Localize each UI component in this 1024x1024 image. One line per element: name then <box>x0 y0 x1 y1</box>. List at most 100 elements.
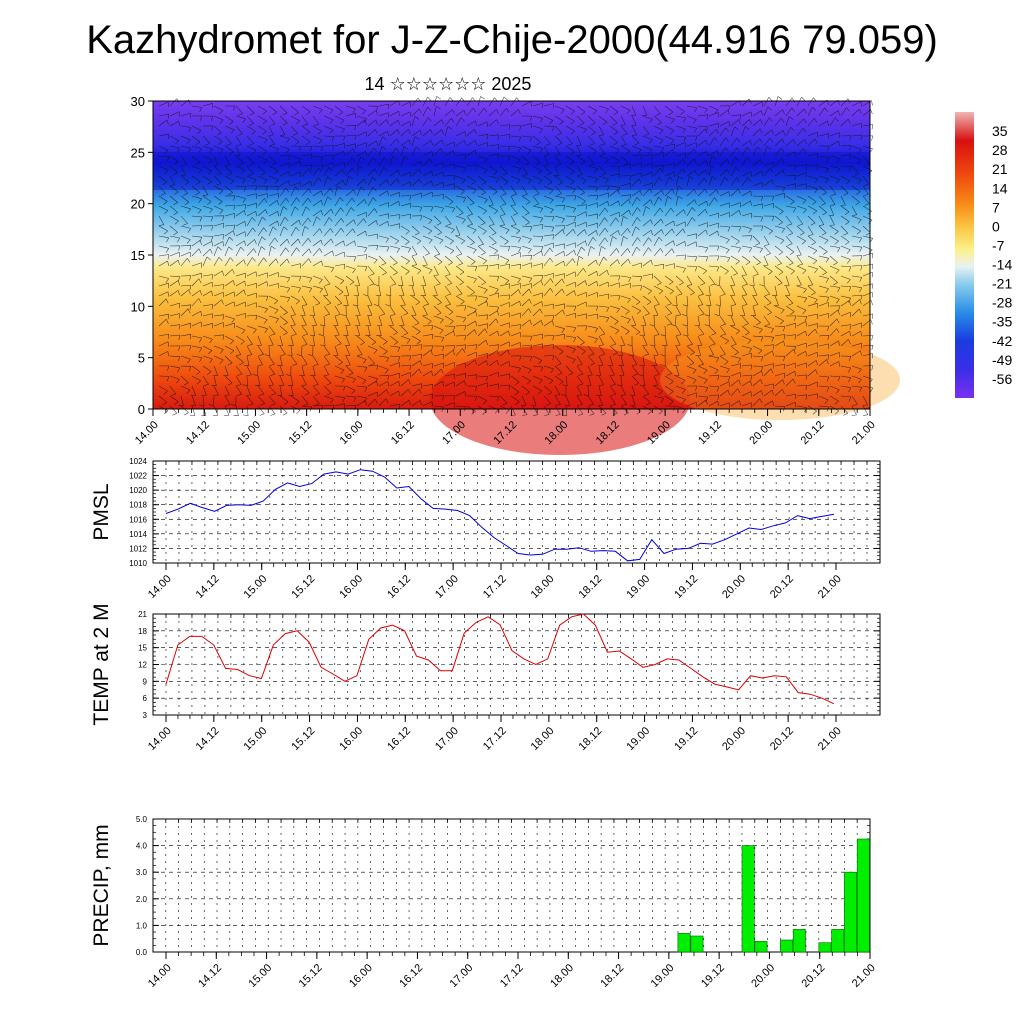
wind-barb <box>235 204 246 207</box>
wind-barb-flag <box>860 134 863 140</box>
wind-barb <box>312 248 320 257</box>
wind-barb <box>686 142 697 147</box>
wind-barb <box>499 395 508 404</box>
wind-barb <box>466 344 477 347</box>
wind-barb <box>609 200 619 207</box>
wind-barb <box>532 175 543 181</box>
wind-barb-flag <box>769 137 774 143</box>
wind-barb-flag <box>397 356 401 362</box>
wind-barb <box>356 315 361 326</box>
plot-frame <box>152 818 871 953</box>
wind-barb <box>565 105 575 112</box>
wind-barb <box>851 405 857 416</box>
y-tick-label: 0 <box>138 402 145 417</box>
wind-barb <box>609 165 621 168</box>
wind-barb <box>631 355 638 365</box>
wind-barb <box>213 234 224 237</box>
wind-barb <box>642 247 649 257</box>
wind-barb-flag <box>486 265 489 271</box>
y-tick-label: 1016 <box>129 515 147 524</box>
wind-barb <box>378 190 388 197</box>
wind-barb <box>620 345 623 356</box>
wind-barb <box>829 275 838 283</box>
wind-barb <box>774 388 783 397</box>
wind-barb-flag <box>655 113 661 116</box>
wind-barb <box>664 228 673 237</box>
wind-barb-flag <box>528 308 532 314</box>
wind-barb-flag <box>340 280 345 285</box>
wind-barb <box>312 239 322 247</box>
wind-barb-flag <box>264 308 268 314</box>
wind-barb-flag <box>612 236 617 240</box>
wind-barb-flag <box>308 258 312 264</box>
wind-barb <box>400 285 405 296</box>
wind-barb-flag <box>859 277 863 282</box>
wind-barb-flag <box>623 236 628 240</box>
wind-barb-flag <box>242 384 248 387</box>
wind-barb <box>213 135 223 142</box>
wind-barb-flag <box>659 207 664 213</box>
wind-barb <box>202 290 212 297</box>
wind-barb-flag <box>720 333 726 336</box>
wind-barb-flag <box>857 179 862 184</box>
wind-barb-flag <box>419 388 422 394</box>
wind-barb <box>543 395 551 404</box>
pmsl-x-label: 16.12 <box>385 573 413 601</box>
wind-barb-flag <box>671 228 675 234</box>
wind-barb-flag <box>660 364 666 367</box>
wind-barb-flag <box>352 378 356 384</box>
wind-barb <box>158 101 169 107</box>
wind-barb <box>631 315 637 326</box>
wind-barb <box>697 105 708 110</box>
wind-barb-flag <box>647 410 652 415</box>
wind-barb <box>499 330 509 337</box>
wind-barb <box>268 295 279 301</box>
y-tick-label: 1014 <box>129 530 147 539</box>
wind-barb <box>697 265 707 271</box>
wind-barb-flag <box>497 254 500 260</box>
wind-barb <box>433 235 444 241</box>
wind-barb-flag <box>484 158 488 164</box>
wind-barb-flag <box>826 376 830 382</box>
wind-barb-flag <box>717 150 719 156</box>
wind-barb <box>609 217 617 227</box>
wind-barb-flag <box>704 108 708 114</box>
wind-barb-flag <box>525 201 531 205</box>
wind-barb-flag <box>636 217 641 222</box>
wind-barb-flag <box>535 162 541 166</box>
wind-barb-flag <box>242 198 246 203</box>
wind-barb <box>807 285 816 293</box>
wind-barb <box>400 364 411 367</box>
y-tick-label: 3 <box>143 711 148 720</box>
wind-barb <box>334 218 342 227</box>
wind-barb-flag <box>342 397 346 403</box>
precip-x-label: 14.12 <box>196 962 224 990</box>
wind-barb <box>829 375 841 377</box>
wind-barb-flag <box>549 199 554 204</box>
wind-barb-flag <box>642 344 648 346</box>
wind-barb-flag <box>706 304 712 307</box>
wind-barb <box>235 135 242 145</box>
wind-barb <box>741 364 752 367</box>
wind-barb <box>686 285 695 293</box>
wind-barb <box>301 238 309 247</box>
wind-barbs <box>158 96 874 417</box>
wind-barb-flag <box>508 294 511 300</box>
wind-barb-flag <box>670 323 676 327</box>
wind-barb-flag <box>760 216 764 222</box>
wind-barb <box>378 167 385 177</box>
wind-barb <box>323 217 330 227</box>
wind-barb-flag <box>782 109 785 115</box>
wind-barb <box>400 245 411 249</box>
wind-barb-flag <box>196 380 201 385</box>
wind-barb <box>235 301 246 307</box>
wind-barb <box>191 365 201 373</box>
wind-barb <box>543 185 554 191</box>
wind-barb <box>587 395 594 405</box>
wind-barb-flag <box>734 352 739 356</box>
wind-barb-flag <box>481 181 487 186</box>
wind-barb-flag <box>606 270 609 276</box>
wind-barb <box>455 295 465 302</box>
wind-barb-flag <box>277 220 279 226</box>
wind-barb <box>631 237 638 247</box>
